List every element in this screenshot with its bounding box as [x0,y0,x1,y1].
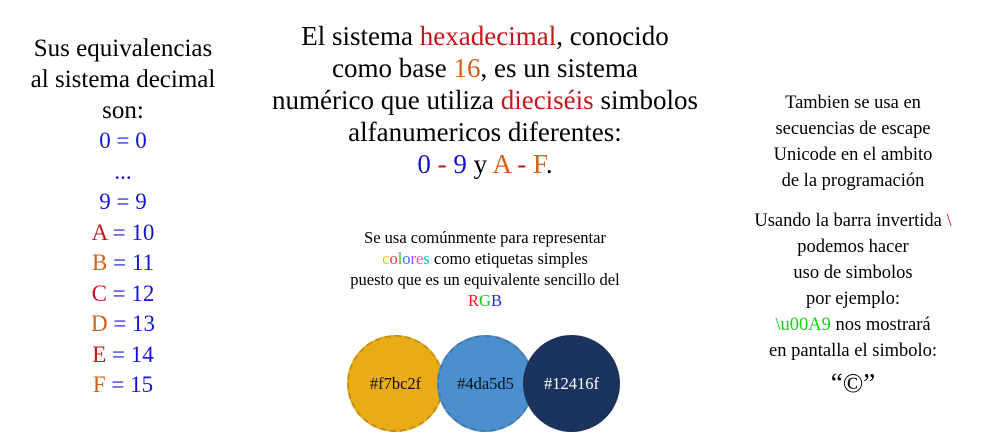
decimal-value: 14 [130,341,154,367]
intro-text: , conocido [556,21,669,51]
rgb-letter-b: B [490,291,502,310]
colores-letter: c [382,249,390,268]
hex-symbol: 9 [99,189,111,214]
left-heading-line-3: son: [102,97,144,124]
rgb-word: RGB [300,290,670,311]
range-letter-f: F [532,149,546,179]
swatch-label: #12416f [544,373,599,393]
symbol-range: 0 - 9 y A - F. [245,148,725,180]
equivalence-row: D = 13 [0,309,246,340]
range-digit-0: 0 [417,149,431,179]
swatch-circle-yellow: #f7bc2f [347,335,444,432]
equals-sign: = [112,219,126,245]
swatch-circle-light-blue: #4da5d5 [437,335,534,432]
colors-line-1: Se usa comúnmente para representar [364,228,606,247]
intro-text: simbolos [593,85,698,115]
copyright-symbol-result: “©” [830,368,876,398]
range-letter-a: A [492,149,511,179]
equivalence-row: A = 10 [0,218,246,249]
left-heading-line-1: Sus equivalencias [33,35,213,62]
right-p2-line-6: en pantalla el simbolo: [769,341,937,361]
left-heading-line-2: al sistema decimal [30,66,216,93]
base-number: 16 [453,53,481,83]
range-period: . [545,149,553,179]
intro-line-4: alfanumericos diferentes: [348,117,622,147]
rgb-letter-r: R [468,291,480,310]
decimal-value: 13 [132,311,156,336]
right-p2-line-1: Usando la barra invertida \ [733,208,973,234]
hex-symbol: A [91,219,107,245]
equivalence-row: 0 = 0 [0,126,246,157]
colors-usage-note: Se usa comúnmente para representar color… [300,227,670,311]
unicode-escape-note: Tambien se usa en secuencias de escape U… [733,90,973,400]
colors-text: como etiquetas simples [429,249,588,268]
swatch-label: #4da5d5 [457,373,514,393]
colores-letter: r [410,249,417,268]
colores-letter: l [397,249,403,268]
colores-letter: o [402,249,411,268]
equals-sign: = [113,250,127,275]
range-dash: - [510,149,533,179]
equals-sign: = [116,128,130,153]
colores-rainbow-word: colores [382,249,430,268]
equivalence-row: E = 14 [0,340,246,371]
decimal-value: 12 [131,280,155,306]
colores-letter: e [416,249,424,268]
intro-line-3: numérico que utiliza dieciséis simbolos [245,84,725,116]
equivalence-row: F = 15 [0,370,246,401]
decimal-equivalents-list: Sus equivalencias al sistema decimal son… [0,33,246,401]
hex-symbol: 0 [99,128,111,153]
equals-sign: = [116,189,130,214]
right-p1-line-2: secuencias de escape [775,119,931,139]
colors-line-2: colores como etiquetas simples [300,248,670,269]
intro-line-2: como base 16, es un sistema [245,52,725,84]
intro-text: numérico que utiliza [272,85,501,115]
backslash: \ [946,211,952,231]
hex-symbol: B [92,250,108,275]
decimal-value: 15 [130,372,154,397]
hex-symbol: F [92,372,106,397]
intro-text: El sistema [301,21,420,51]
equivalence-row: 9 = 9 [0,187,246,218]
colores-letter: o [389,249,398,268]
ellipsis: ... [114,158,132,184]
equals-sign: = [112,341,126,367]
swatch-circle-navy: #12416f [523,335,620,432]
unicode-escape-code: \u00A9 [775,315,831,335]
equals-sign: = [113,311,127,336]
right-p2-line-5: \u00A9 nos mostrará [733,312,973,338]
hex-symbol: C [91,280,107,306]
right-p1-line-4: de la programación [781,171,925,191]
intro-text: como base [332,53,454,83]
rgb-letter-g: G [479,291,491,310]
decimal-value: 11 [131,250,154,275]
swatch-label: #f7bc2f [369,373,422,393]
sixteen-word: dieciséis [500,85,594,115]
colores-letter: s [423,249,430,268]
intro-line-1: El sistema hexadecimal, conocido [245,20,725,52]
hex-symbol: D [90,311,108,336]
intro-text: , es un sistema [480,53,638,83]
equivalence-row: C = 12 [0,279,246,310]
equals-sign: = [112,280,126,306]
colors-line-3: puesto que es un equivalente sencillo de… [350,270,620,289]
right-text: Usando la barra invertida [754,211,947,231]
decimal-value: 0 [135,128,147,153]
equivalence-row: B = 11 [0,248,246,279]
hex-symbol: E [92,341,107,367]
right-p2-line-3: uso de simbolos [793,263,913,283]
right-p1-line-1: Tambien se usa en [785,93,921,113]
equals-sign: = [111,372,125,397]
hexadecimal-intro: El sistema hexadecimal, conocido como ba… [245,20,725,180]
range-y: y [466,149,493,179]
right-p2-line-2: podemos hacer [797,237,909,257]
right-p2-line-4: por ejemplo: [805,289,901,309]
decimal-value: 9 [135,189,147,214]
right-p1-line-3: Unicode en el ambito [773,145,933,165]
hexadecimal-word: hexadecimal [419,21,557,51]
range-digit-9: 9 [453,149,467,179]
right-text: nos mostrará [830,315,931,335]
decimal-value: 10 [131,219,155,245]
range-dash: - [430,149,454,179]
